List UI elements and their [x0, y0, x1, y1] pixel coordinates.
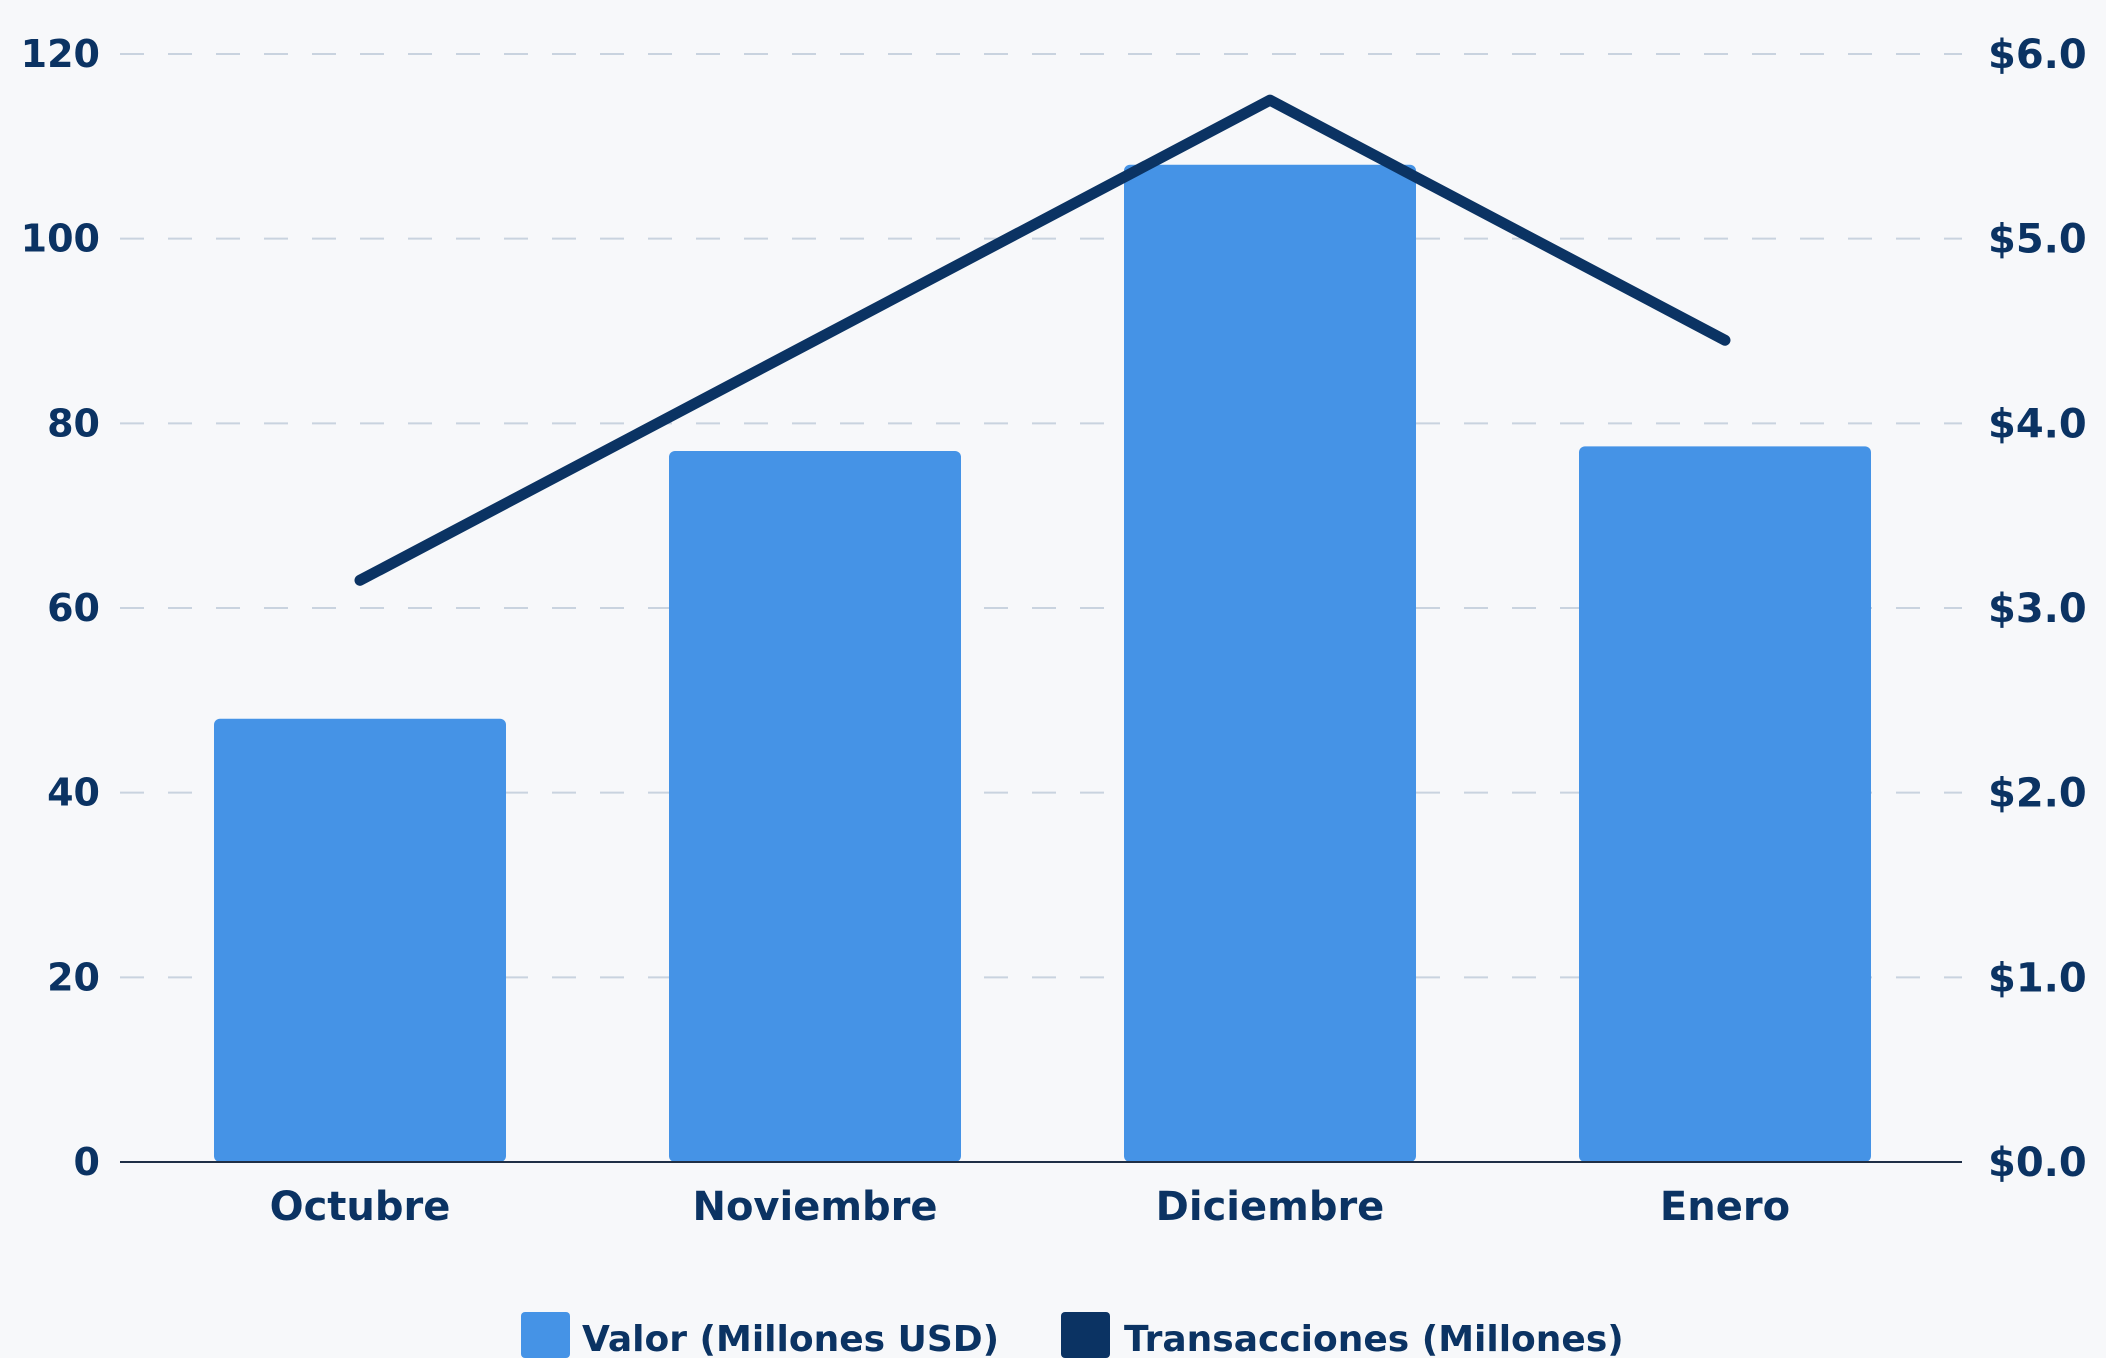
bar-diciembre[interactable]	[1124, 164, 1416, 1163]
right-tick-label: $2.0	[1988, 771, 2087, 817]
x-axis-labels: Octubre Noviembre Diciembre Enero	[270, 1184, 1790, 1230]
legend-item-transacciones[interactable]: Transacciones (Millones)	[1061, 1312, 1624, 1358]
category-label-octubre: Octubre	[270, 1184, 451, 1230]
left-tick-label: 80	[47, 401, 100, 445]
category-label-noviembre: Noviembre	[692, 1184, 937, 1230]
legend-label-valor: Valor (Millones USD)	[582, 1319, 999, 1358]
category-label-enero: Enero	[1660, 1184, 1790, 1230]
left-tick-label: 100	[21, 217, 100, 261]
bar-noviembre[interactable]	[669, 451, 961, 1162]
right-tick-label: $5.0	[1988, 217, 2087, 263]
left-tick-label: 40	[47, 771, 100, 815]
legend: Valor (Millones USD) Transacciones (Mill…	[521, 1312, 1624, 1358]
right-y-axis-ticks: $0.0 $1.0 $2.0 $3.0 $4.0 $5.0 $6.0	[1988, 32, 2087, 1186]
left-y-axis-ticks: 0 20 40 60 80 100 120	[21, 32, 100, 1184]
transacciones-line[interactable]	[354, 94, 1731, 586]
right-tick-label: $3.0	[1988, 586, 2087, 632]
right-tick-label: $0.0	[1988, 1140, 2087, 1186]
right-tick-label: $1.0	[1988, 955, 2087, 1001]
bar-series	[214, 164, 1871, 1163]
bar-enero[interactable]	[1579, 446, 1871, 1163]
bar-octubre[interactable]	[214, 718, 506, 1162]
left-tick-label: 0	[74, 1140, 100, 1184]
line-series	[354, 94, 1731, 586]
right-tick-label: $6.0	[1988, 32, 2087, 78]
legend-swatch-transacciones	[1061, 1312, 1110, 1358]
left-tick-label: 120	[21, 32, 100, 76]
category-label-diciembre: Diciembre	[1156, 1184, 1385, 1230]
left-tick-label: 20	[47, 955, 100, 999]
legend-item-valor[interactable]: Valor (Millones USD)	[521, 1312, 999, 1358]
left-tick-label: 60	[47, 586, 100, 630]
legend-swatch-valor	[521, 1312, 570, 1358]
right-tick-label: $4.0	[1988, 401, 2087, 447]
legend-label-transacciones: Transacciones (Millones)	[1124, 1319, 1624, 1358]
